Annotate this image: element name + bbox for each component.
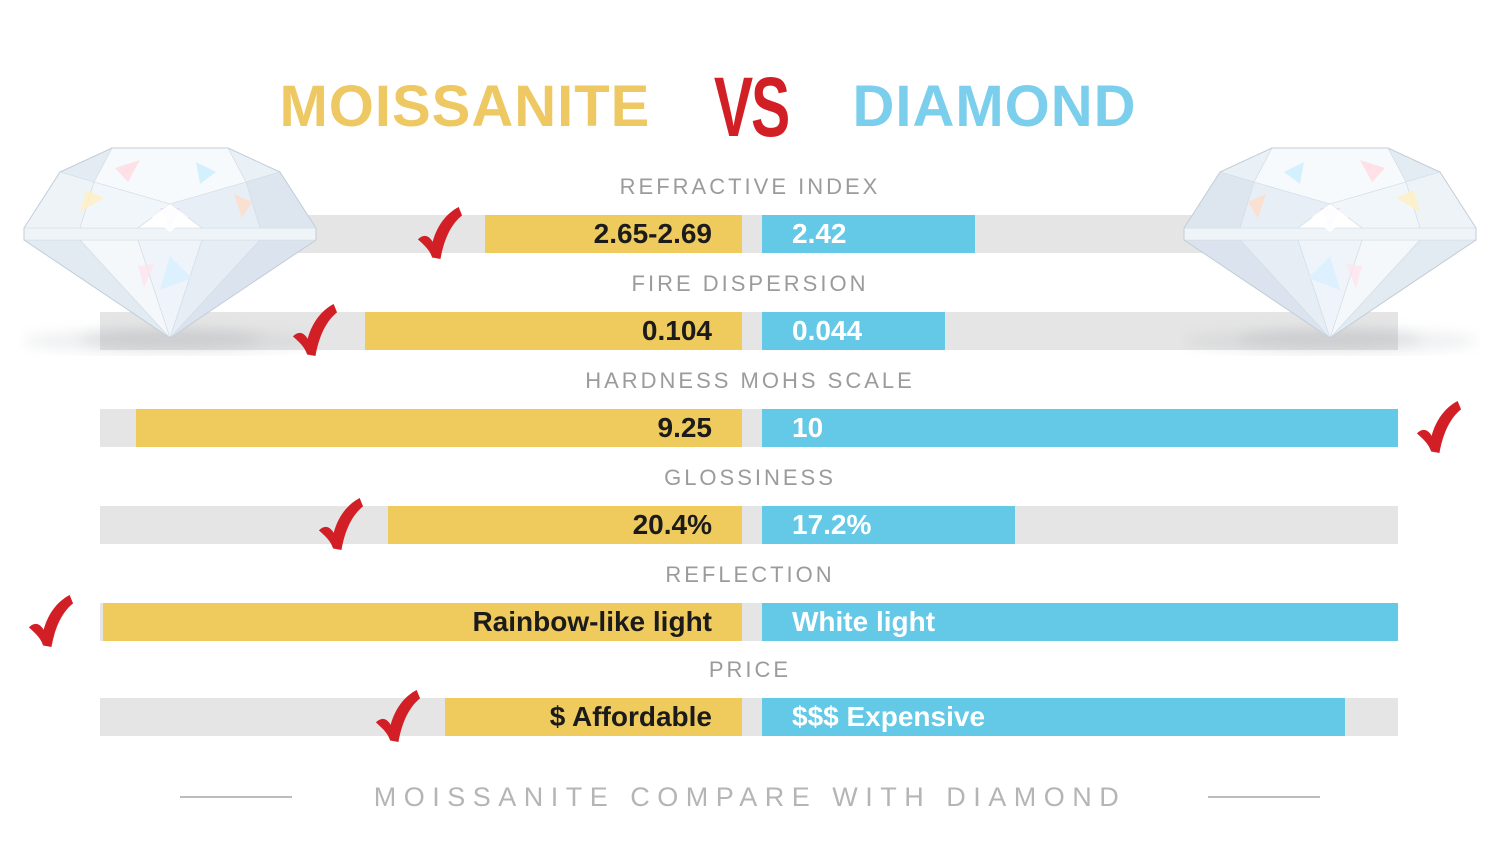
diamond-value-bar: 0.044 xyxy=(762,312,945,350)
checkmark-icon xyxy=(292,304,338,357)
diamond-value-bar: White light xyxy=(762,603,1398,641)
title-diamond: DIAMOND xyxy=(852,74,1137,139)
moissanite-value-bar: 9.25 xyxy=(136,409,742,447)
row-label: FIRE DISPERSION xyxy=(631,271,869,296)
footer-divider-left xyxy=(179,796,292,798)
checkmark-icon xyxy=(375,690,421,743)
moissanite-value-bar: $ Affordable xyxy=(445,698,742,736)
checkmark-icon xyxy=(417,207,463,260)
footer-divider-right xyxy=(1208,796,1321,798)
diamond-value-bar: 10 xyxy=(762,409,1398,447)
checkmark-icon xyxy=(28,595,74,648)
bar-track xyxy=(100,506,1398,544)
row-glossiness: GLOSSINESS 20.4% 17.2% xyxy=(0,465,1500,561)
row-label: HARDNESS MOHS SCALE xyxy=(585,368,915,393)
checkmark-icon xyxy=(318,498,364,551)
checkmark-icon xyxy=(1416,401,1462,454)
footer-text: MOISSANITE COMPARE WITH DIAMOND xyxy=(373,781,1127,812)
moissanite-value-bar: 2.65-2.69 xyxy=(485,215,742,253)
row-label: REFRACTIVE INDEX xyxy=(619,174,881,199)
row-reflection: REFLECTION Rainbow-like light White ligh… xyxy=(0,562,1500,658)
moissanite-value-bar: 20.4% xyxy=(388,506,742,544)
title-moissanite: MOISSANITE xyxy=(279,74,651,139)
row-label: REFLECTION xyxy=(665,562,835,587)
page-title: MOISSANITE VS DIAMOND xyxy=(0,62,1458,152)
row-price: PRICE $ Affordable $$$ Expensive xyxy=(0,657,1500,753)
footer-caption: MOISSANITE COMPARE WITH DIAMOND xyxy=(0,780,1500,814)
row-label: PRICE xyxy=(708,657,792,682)
diamond-value-bar: 2.42 xyxy=(762,215,975,253)
diamond-gem-image xyxy=(1180,138,1480,356)
moissanite-value-bar: Rainbow-like light xyxy=(103,603,742,641)
row-label: GLOSSINESS xyxy=(664,465,836,490)
diamond-value-bar: $$$ Expensive xyxy=(762,698,1345,736)
moissanite-value-bar: 0.104 xyxy=(365,312,742,350)
diamond-value-bar: 17.2% xyxy=(762,506,1015,544)
moissanite-gem-image xyxy=(20,138,320,356)
row-hardness-mohs-scale: HARDNESS MOHS SCALE 9.25 10 xyxy=(0,368,1500,464)
title-vs: VS xyxy=(714,60,790,154)
row-fire-dispersion: FIRE DISPERSION 0.104 0.044 xyxy=(0,271,1500,367)
